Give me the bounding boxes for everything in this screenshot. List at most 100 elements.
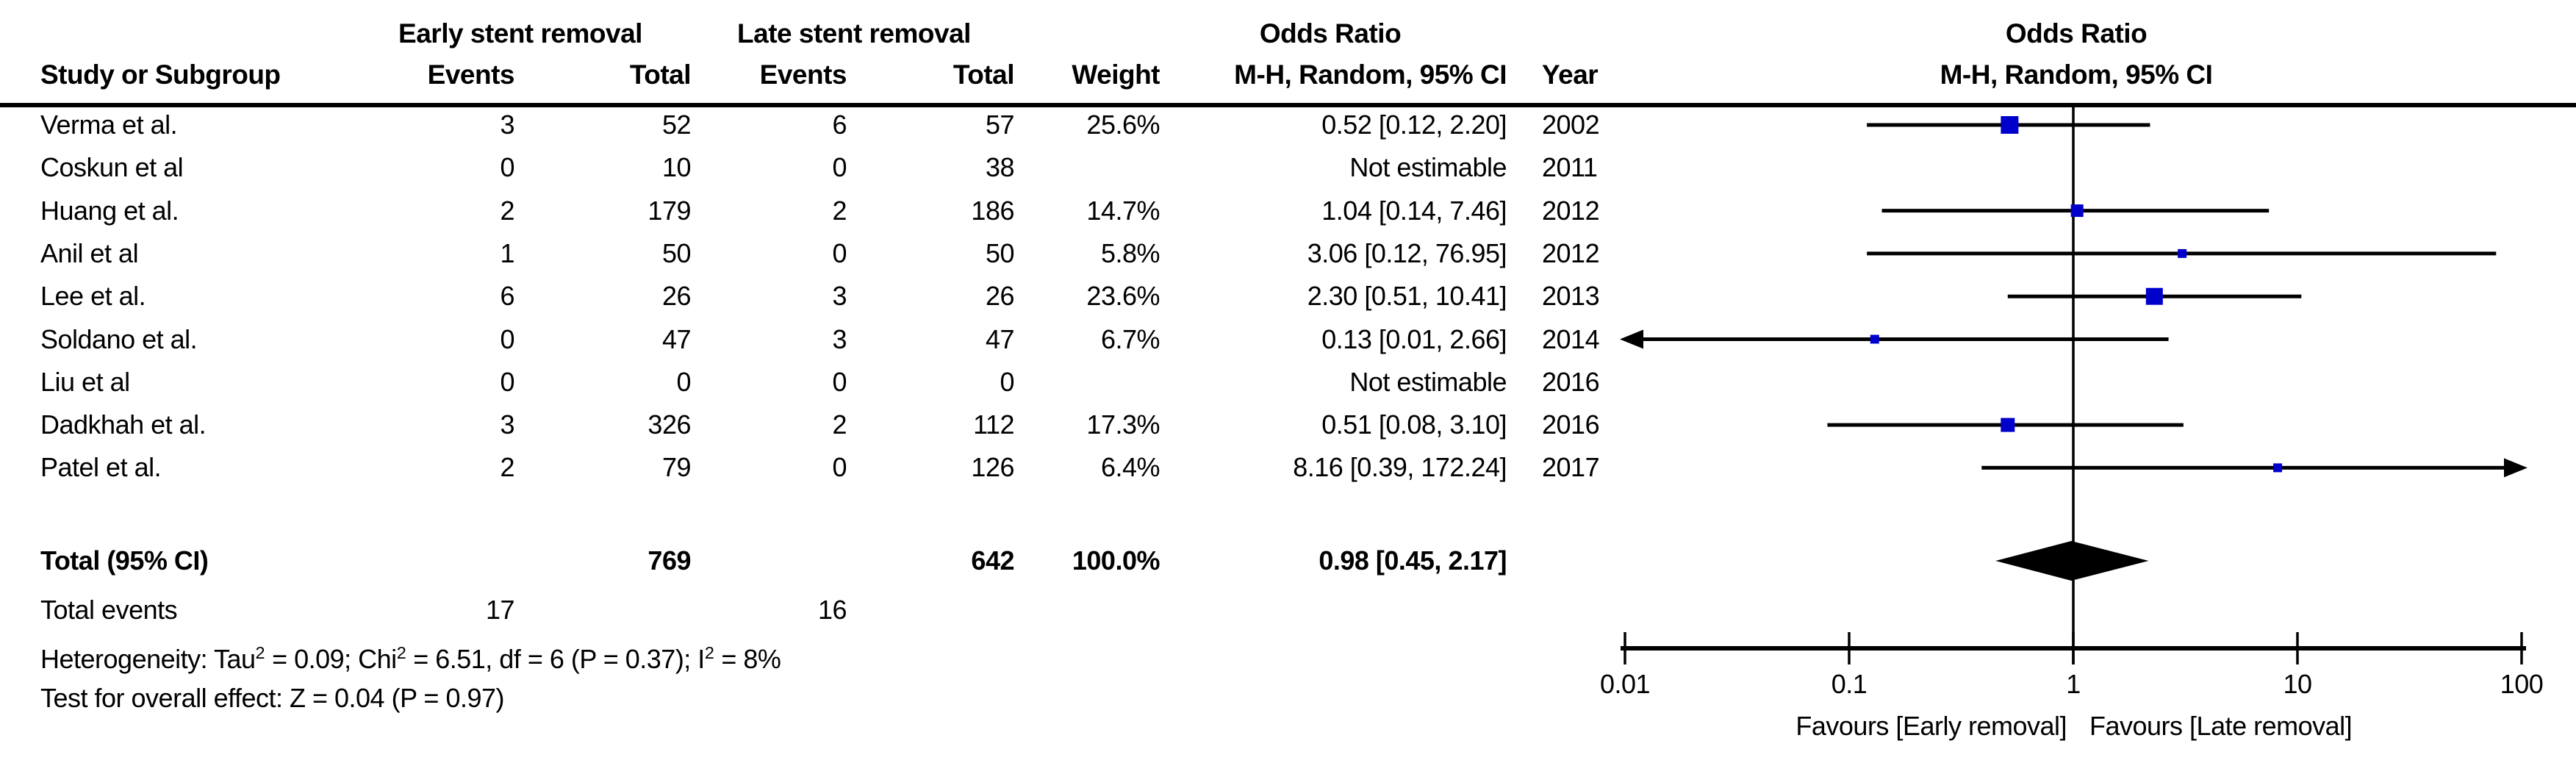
study-name: Anil et al: [40, 238, 139, 268]
total-early-value: 79: [661, 452, 692, 482]
total-late-value: 38: [985, 152, 1015, 182]
heterogeneity-stats: Heterogeneity: Tau2 = 0.09; Chi2 = 6.51,…: [40, 643, 781, 674]
ci-arrow-left-icon: [1620, 329, 1643, 349]
study-name: Verma et al.: [40, 110, 178, 140]
or-point-marker: [2145, 287, 2163, 305]
weight-value: 25.6%: [1086, 110, 1160, 140]
col-header-total-early: Total: [629, 60, 692, 90]
col-header-events-early: Events: [427, 60, 515, 90]
total-early-value: 10: [661, 152, 692, 182]
events-early-value: 0: [500, 367, 514, 397]
total-events-early: 17: [485, 595, 515, 625]
or-point-marker: [2070, 204, 2084, 218]
total-late-value: 26: [985, 281, 1015, 311]
study-name: Dadkhah et al.: [40, 409, 207, 440]
year-value: 2002: [1542, 110, 1600, 140]
odds-ratio-ci-value: 8.16 [0.39, 172.24]: [1293, 452, 1507, 482]
year-value: 2012: [1542, 196, 1600, 226]
events-late-value: 0: [832, 238, 847, 268]
year-value: 2011: [1542, 152, 1598, 182]
year-value: 2016: [1542, 367, 1600, 397]
summary-diamond: [1995, 541, 2149, 581]
total-early-value: 52: [661, 110, 692, 140]
events-late-value: 2: [832, 196, 847, 226]
total-events-late: 16: [817, 595, 847, 625]
weight-value: 6.4%: [1100, 452, 1160, 482]
total-row-ci: 0.98 [0.45, 2.17]: [1319, 545, 1507, 576]
total-early-value: 47: [661, 324, 692, 354]
col-header-total-late: Total: [952, 60, 1015, 90]
odds-ratio-ci-value: Not estimable: [1349, 152, 1507, 182]
col-header-weight: Weight: [1072, 60, 1160, 90]
study-name: Patel et al.: [40, 452, 162, 482]
total-early-value: 26: [661, 281, 692, 311]
ci-arrow-right-icon: [2504, 458, 2527, 478]
or-point-marker: [1870, 334, 1879, 344]
total-early-value: 179: [647, 196, 691, 226]
year-value: 2016: [1542, 409, 1600, 440]
total-row-total-late: 642: [971, 545, 1014, 576]
events-late-value: 0: [832, 367, 847, 397]
total-late-value: 47: [985, 324, 1015, 354]
total-late-value: 0: [1000, 367, 1014, 397]
total-row-weight: 100.0%: [1072, 545, 1160, 576]
events-late-value: 3: [832, 281, 847, 311]
events-late-value: 0: [832, 452, 847, 482]
events-late-value: 3: [832, 324, 847, 354]
total-late-value: 50: [985, 238, 1015, 268]
header-divider: [0, 103, 2576, 107]
total-early-value: 50: [661, 238, 692, 268]
total-row-label: Total (95% CI): [40, 545, 209, 576]
x-tick-label: 1: [2066, 669, 2081, 699]
weight-value: 5.8%: [1100, 238, 1160, 268]
group-header-early-removal: Early stent removal: [398, 18, 642, 49]
weight-value: 17.3%: [1086, 409, 1160, 440]
total-row-total-early: 769: [647, 545, 691, 576]
year-value: 2013: [1542, 281, 1600, 311]
odds-ratio-ci-value: Not estimable: [1349, 367, 1507, 397]
x-tick-label: 0.01: [1599, 669, 1651, 699]
study-name: Coskun et al: [40, 152, 184, 182]
study-name: Liu et al: [40, 367, 130, 397]
events-late-value: 2: [832, 409, 847, 440]
events-late-value: 6: [832, 110, 847, 140]
favours-left-label: Favours [Early removal]: [1795, 711, 2067, 741]
odds-ratio-ci-value: 0.51 [0.08, 3.10]: [1321, 409, 1507, 440]
events-early-value: 6: [500, 281, 514, 311]
year-value: 2012: [1542, 238, 1600, 268]
total-events-label: Total events: [40, 595, 178, 625]
or-point-marker: [2001, 418, 2015, 432]
total-late-value: 57: [985, 110, 1015, 140]
events-early-value: 3: [500, 409, 514, 440]
weight-value: 6.7%: [1100, 324, 1160, 354]
events-early-value: 3: [500, 110, 514, 140]
events-early-value: 0: [500, 152, 514, 182]
overall-effect-stats: Test for overall effect: Z = 0.04 (P = 0…: [40, 683, 505, 713]
x-tick-label: 100: [2500, 669, 2544, 699]
year-value: 2014: [1542, 324, 1600, 354]
study-name: Soldano et al.: [40, 324, 198, 354]
events-late-value: 0: [832, 152, 847, 182]
events-early-value: 2: [500, 452, 514, 482]
col-header-ci: M-H, Random, 95% CI: [1234, 60, 1507, 90]
odds-ratio-ci-value: 0.13 [0.01, 2.66]: [1321, 324, 1507, 354]
odds-ratio-ci-value: 3.06 [0.12, 76.95]: [1307, 238, 1507, 268]
weight-value: 14.7%: [1086, 196, 1160, 226]
study-name: Lee et al.: [40, 281, 146, 311]
x-tick-label: 10: [2283, 669, 2312, 699]
group-header-late-removal: Late stent removal: [737, 18, 971, 49]
total-early-value: 0: [676, 367, 691, 397]
total-late-value: 186: [971, 196, 1014, 226]
favours-right-label: Favours [Late removal]: [2089, 711, 2353, 741]
total-early-value: 326: [647, 409, 691, 440]
or-point-marker: [2001, 116, 2019, 134]
odds-ratio-ci-value: 0.52 [0.12, 2.20]: [1321, 110, 1507, 140]
odds-ratio-ci-value: 2.30 [0.51, 10.41]: [1307, 281, 1507, 311]
table-odds-ratio-header: Odds Ratio: [1259, 18, 1402, 49]
x-tick-label: 0.1: [1831, 669, 1868, 699]
total-late-value: 126: [971, 452, 1014, 482]
weight-value: 23.6%: [1086, 281, 1160, 311]
events-early-value: 0: [500, 324, 514, 354]
